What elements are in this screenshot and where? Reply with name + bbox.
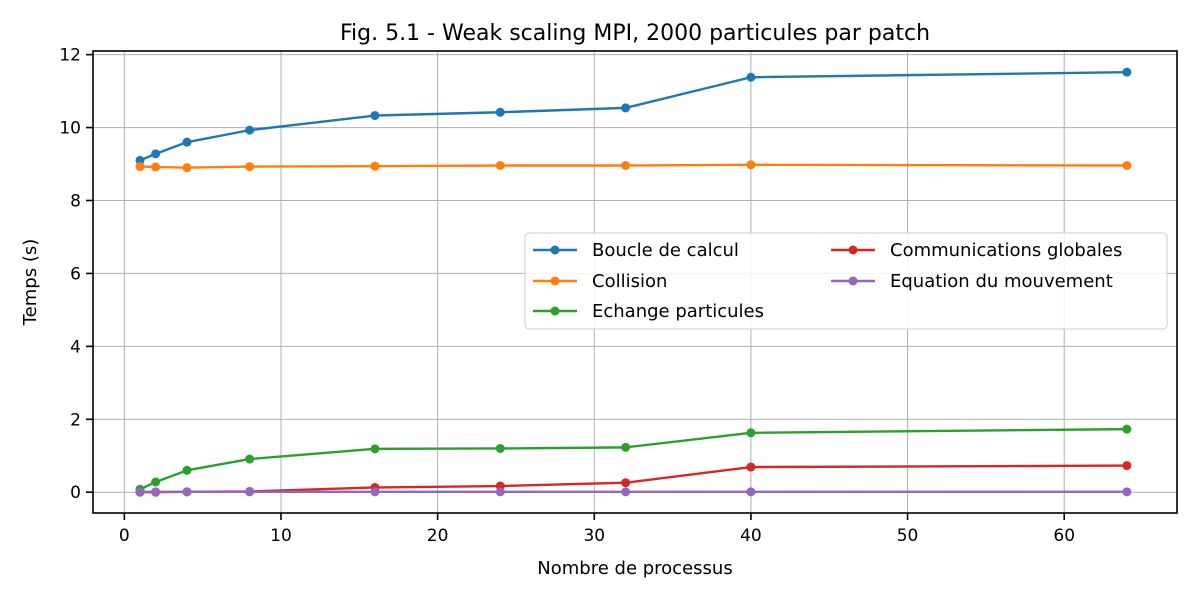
data-point bbox=[182, 163, 192, 173]
data-point bbox=[135, 162, 145, 172]
data-point bbox=[182, 465, 192, 475]
data-point bbox=[245, 162, 255, 172]
data-point bbox=[495, 487, 505, 497]
x-axis-label: Nombre de processus bbox=[537, 558, 732, 579]
legend-entry: Communications globales bbox=[831, 240, 1122, 261]
data-point bbox=[621, 103, 631, 113]
legend-label: Boucle de calcul bbox=[592, 240, 739, 261]
data-point bbox=[370, 487, 380, 497]
legend-marker bbox=[848, 276, 858, 286]
data-point bbox=[1122, 67, 1132, 77]
series-1 bbox=[135, 160, 1132, 173]
series-4 bbox=[135, 487, 1132, 497]
data-point bbox=[1122, 160, 1132, 170]
legend: Boucle de calcul Collision Echange particu… bbox=[524, 232, 1168, 330]
legend-entry: Boucle de calcul bbox=[533, 240, 739, 261]
legend-marker bbox=[848, 245, 858, 255]
data-point bbox=[135, 155, 145, 165]
data-point bbox=[746, 72, 756, 82]
series-2 bbox=[135, 424, 1132, 494]
data-point bbox=[370, 161, 380, 171]
data-point bbox=[495, 107, 505, 117]
legend-entry: Collision bbox=[533, 271, 667, 292]
data-point bbox=[151, 162, 161, 172]
data-point bbox=[182, 137, 192, 147]
x-tick-label: 60 bbox=[1053, 526, 1075, 546]
y-tick-label: 0 bbox=[70, 483, 81, 503]
data-point bbox=[621, 160, 631, 170]
x-tick-label: 50 bbox=[897, 526, 919, 546]
data-point bbox=[1122, 461, 1132, 471]
y-tick-label: 6 bbox=[70, 264, 81, 284]
y-tick-label: 2 bbox=[70, 410, 81, 430]
data-point bbox=[1122, 487, 1132, 497]
legend-label: Collision bbox=[592, 271, 667, 292]
x-tick-label: 0 bbox=[119, 526, 130, 546]
y-tick-label: 10 bbox=[59, 119, 81, 139]
data-point bbox=[746, 428, 756, 438]
data-point bbox=[151, 477, 161, 487]
data-point bbox=[495, 160, 505, 170]
series-line bbox=[139, 464, 1127, 494]
x-tick-label: 10 bbox=[270, 526, 292, 546]
data-point bbox=[621, 478, 631, 488]
series-line bbox=[139, 427, 1127, 491]
x-tick-label: 40 bbox=[740, 526, 762, 546]
data-point bbox=[370, 111, 380, 121]
data-point bbox=[746, 487, 756, 497]
legend-marker bbox=[550, 276, 560, 286]
series-line bbox=[139, 70, 1127, 162]
y-tick-label: 12 bbox=[59, 46, 81, 66]
legend-label: Communications globales bbox=[890, 240, 1122, 261]
data-point bbox=[151, 149, 161, 159]
data-point bbox=[182, 487, 192, 497]
legend-marker bbox=[550, 306, 560, 316]
data-point bbox=[621, 487, 631, 497]
grid-layer bbox=[93, 51, 1177, 513]
data-point bbox=[370, 444, 380, 454]
series-line bbox=[139, 163, 1127, 169]
chart-title: Fig. 5.1 - Weak scaling MPI, 2000 partic… bbox=[340, 21, 930, 46]
series-0 bbox=[135, 67, 1132, 165]
legend-entry: Equation du mouvement bbox=[831, 271, 1113, 292]
data-point bbox=[621, 442, 631, 452]
legend-marker bbox=[550, 245, 560, 255]
data-point bbox=[135, 487, 145, 497]
data-point bbox=[245, 487, 255, 497]
tick-layer: 0 10 20 30 40 50 60 0 2 4 6 8 10 12 bbox=[59, 46, 1075, 546]
data-point bbox=[1122, 424, 1132, 434]
data-point bbox=[746, 462, 756, 472]
y-axis-label: Temps (s) bbox=[20, 239, 41, 327]
data-point bbox=[245, 454, 255, 464]
y-tick-label: 8 bbox=[70, 192, 81, 212]
data-point bbox=[495, 443, 505, 453]
legend-entry: Echange particules bbox=[533, 301, 764, 322]
x-tick-label: 30 bbox=[583, 526, 605, 546]
x-tick-label: 20 bbox=[427, 526, 449, 546]
data-point bbox=[151, 487, 161, 497]
legend-label: Equation du mouvement bbox=[890, 271, 1113, 292]
y-tick-label: 4 bbox=[70, 337, 81, 357]
legend-label: Echange particules bbox=[592, 301, 764, 322]
series-layer bbox=[135, 67, 1132, 497]
data-point bbox=[245, 125, 255, 135]
plot-frame bbox=[92, 50, 1178, 514]
data-point bbox=[746, 160, 756, 170]
